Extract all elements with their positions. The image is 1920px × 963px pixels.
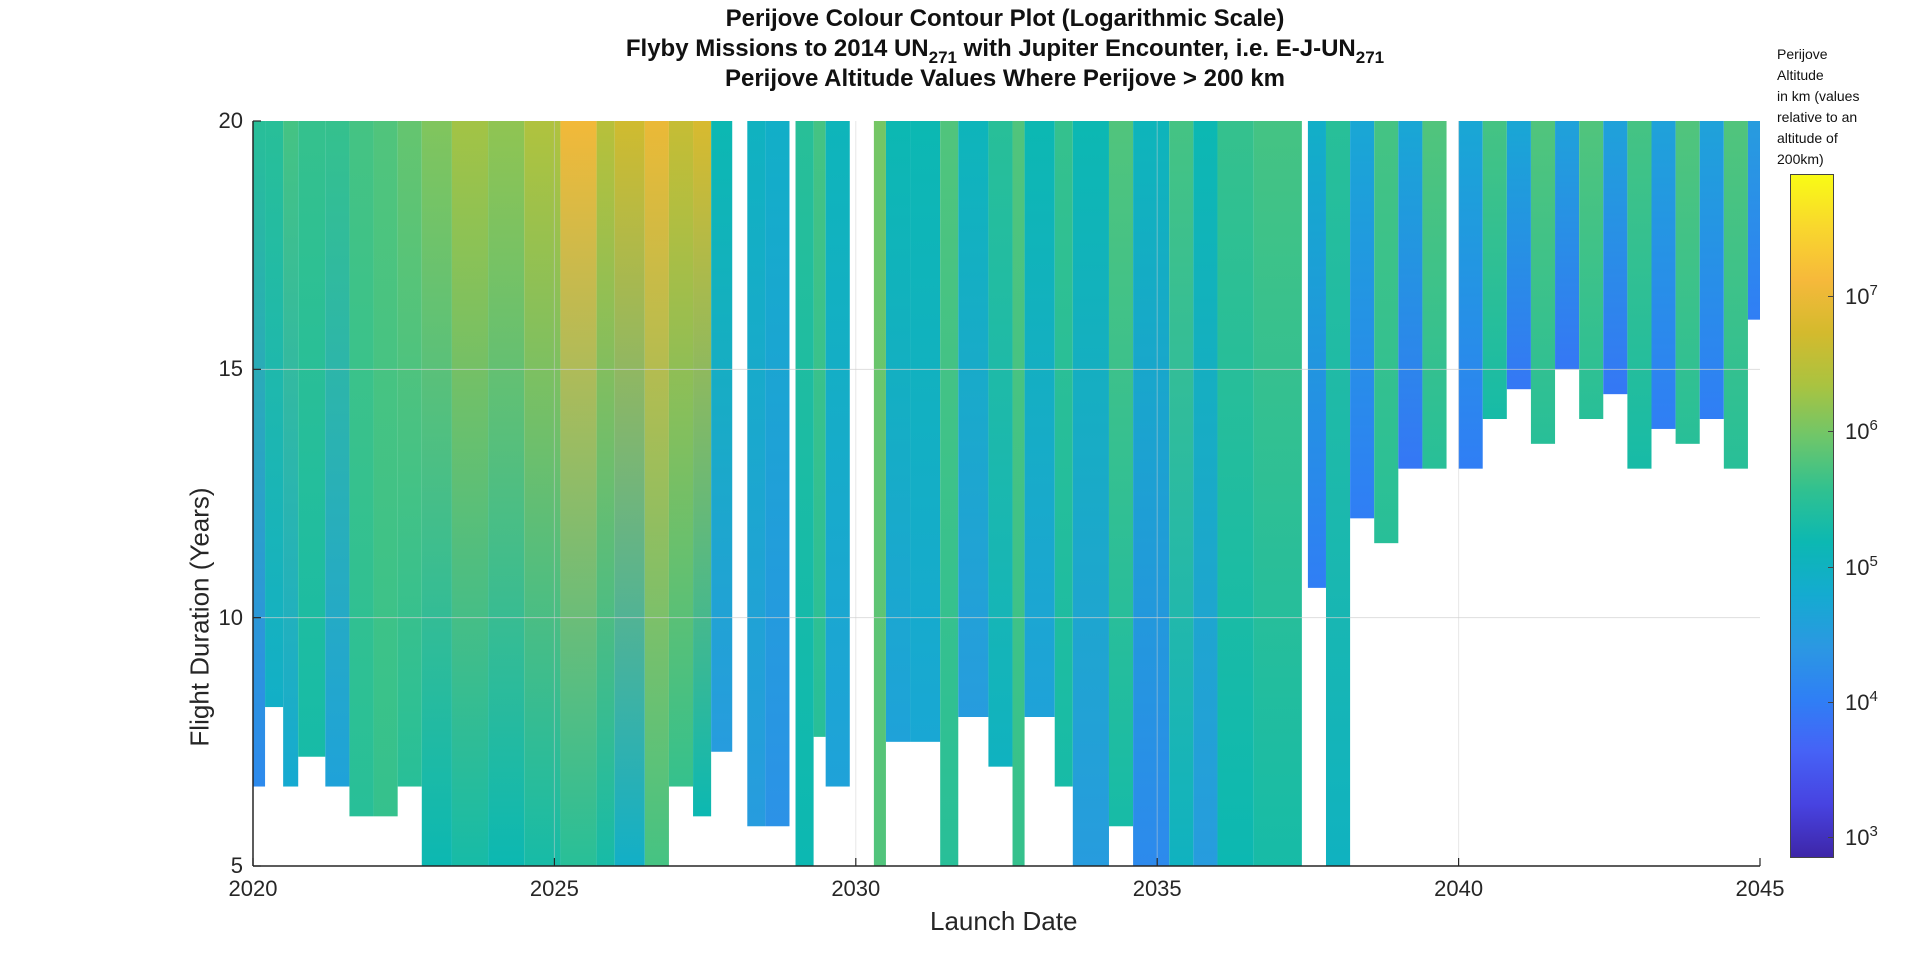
colorbar-title-line: 200km) xyxy=(1777,151,1824,167)
title-line-3: Perijove Altitude Values Where Perijove … xyxy=(724,65,1286,92)
y-tick-label: 10 xyxy=(218,604,243,630)
x-tick-label: 2020 xyxy=(228,876,278,901)
colorbar-tick xyxy=(1828,431,1834,433)
heatmap-cell xyxy=(825,121,850,787)
heatmap-cell xyxy=(1054,121,1073,787)
y-tick-label: 20 xyxy=(218,108,243,133)
heatmap-cell xyxy=(1253,121,1302,866)
heatmap-cell xyxy=(373,121,398,817)
heatmap-cell xyxy=(1133,121,1170,866)
heatmap-cell xyxy=(451,121,489,866)
heatmap-cell xyxy=(1603,121,1628,395)
heatmap-cell xyxy=(349,121,374,817)
heatmap-cell xyxy=(283,121,299,787)
heatmap-cell xyxy=(1024,121,1055,717)
colorbar-title-line: altitude of xyxy=(1777,130,1838,146)
heatmap-cell xyxy=(1579,121,1604,419)
heatmap-cell xyxy=(1458,121,1483,469)
heatmap-cell xyxy=(524,121,561,866)
heatmap-cell xyxy=(253,121,266,787)
heatmap-cell xyxy=(1398,121,1423,469)
heatmap-cell xyxy=(813,121,826,737)
heatmap-cell xyxy=(1675,121,1700,444)
heatmap-cell xyxy=(421,121,452,866)
heatmap-cell xyxy=(488,121,525,866)
colorbar-title-line: in km (values xyxy=(1777,88,1860,104)
heatmap-cell xyxy=(940,121,959,866)
heatmap-cell xyxy=(1482,121,1507,419)
heatmap-cell xyxy=(1217,121,1254,866)
heatmap-cell xyxy=(1108,121,1134,827)
heatmap-cell xyxy=(397,121,422,787)
heatmap-cell xyxy=(1422,121,1447,469)
colorbar-title-line: Altitude xyxy=(1777,67,1824,83)
x-tick-label: 2040 xyxy=(1434,876,1484,901)
heatmap-cell xyxy=(795,121,814,866)
heatmap-cell xyxy=(596,121,615,866)
heatmap-cell xyxy=(747,121,766,827)
heatmap-cell xyxy=(1627,121,1652,469)
colorbar-tick-label: 107 xyxy=(1845,282,1878,310)
colorbar-title: Perijove Altitude in km (values relative… xyxy=(1777,44,1887,170)
heatmap-cell xyxy=(614,121,645,866)
colorbar-tick xyxy=(1828,837,1834,839)
x-axis-label: Launch Date xyxy=(930,906,1078,936)
colorbar-tick-label: 103 xyxy=(1845,823,1878,851)
heatmap-cell xyxy=(560,121,597,866)
heatmap-cell xyxy=(1193,121,1218,866)
colorbar-tick xyxy=(1828,701,1834,703)
heatmap-cell xyxy=(1012,121,1025,866)
x-tick-label: 2045 xyxy=(1735,876,1785,901)
colorbar-tick xyxy=(1828,296,1834,298)
heatmap-cell xyxy=(1651,121,1676,429)
heatmap-cell xyxy=(1723,121,1748,469)
colorbar-tick-label: 105 xyxy=(1845,552,1878,580)
heatmap-cell xyxy=(1506,121,1531,390)
title-line-1: Perijove Colour Contour Plot (Logarithmi… xyxy=(725,5,1285,32)
heatmap-cell xyxy=(668,121,694,787)
heatmap-cell xyxy=(988,121,1013,767)
heatmap-cell xyxy=(910,121,941,742)
y-tick-label: 5 xyxy=(230,853,243,878)
x-tick-label: 2035 xyxy=(1132,876,1182,901)
heatmap-cell xyxy=(765,121,790,827)
heatmap-cell xyxy=(1699,121,1724,419)
y-tick-label: 15 xyxy=(218,356,243,382)
colorbar-tick xyxy=(1828,566,1834,568)
heatmap-cell xyxy=(1325,121,1351,866)
heatmap-cell xyxy=(873,121,886,866)
colorbar-tick-label: 106 xyxy=(1845,417,1878,445)
colorbar-title-line: Perijove xyxy=(1777,46,1828,62)
title-line-2: Flyby Missions to 2014 UN271 with Jupite… xyxy=(625,35,1385,67)
heatmap-cell xyxy=(1307,121,1326,588)
x-tick-label: 2025 xyxy=(529,876,579,901)
heatmap-cell xyxy=(711,121,733,752)
heatmap-cell xyxy=(1169,121,1194,866)
heatmap-cell xyxy=(325,121,350,787)
chart-title: Perijove Colour Contour Plot (Logarithmi… xyxy=(0,4,1920,94)
x-tick-label: 2030 xyxy=(831,876,881,901)
heatmap-cell xyxy=(693,121,712,817)
colorbar xyxy=(1790,174,1834,858)
colorbar-tick-label: 104 xyxy=(1845,687,1878,715)
heatmap-cell xyxy=(1747,121,1760,320)
colorbar-title-line: relative to an xyxy=(1777,109,1858,125)
heatmap-cell xyxy=(644,121,669,866)
heatmap-cell xyxy=(885,121,911,742)
heatmap-cell xyxy=(265,121,284,708)
heatmap-cell xyxy=(1555,121,1580,370)
heatmap-cell xyxy=(1530,121,1556,444)
heatmap-cell xyxy=(1072,121,1109,866)
heatmap-cell xyxy=(1350,121,1375,519)
heatmap-cell xyxy=(958,121,989,717)
heatmap-cell xyxy=(298,121,326,757)
heatmap-cell xyxy=(1374,121,1399,544)
